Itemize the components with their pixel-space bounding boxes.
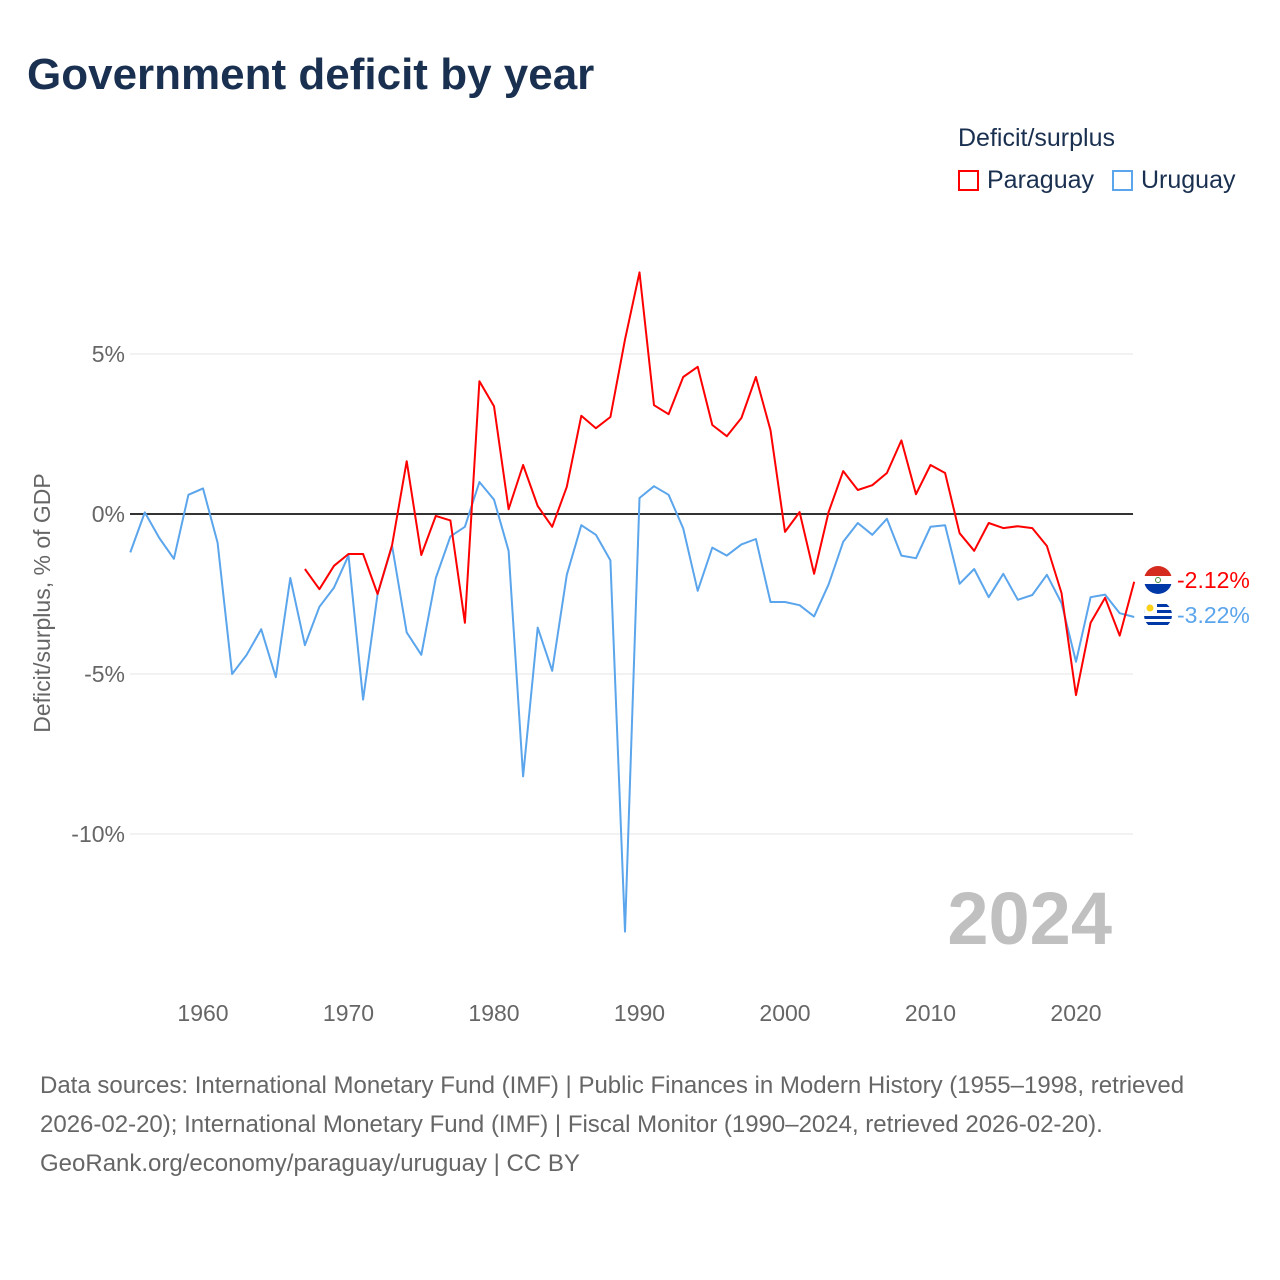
x-tick-label: 2000 bbox=[759, 1000, 810, 1026]
uruguay-end-label: -3.22% bbox=[1177, 602, 1250, 628]
x-tick-label: 1990 bbox=[614, 1000, 665, 1026]
uruguay-flag-icon bbox=[1144, 601, 1172, 629]
x-tick-label: 1980 bbox=[468, 1000, 519, 1026]
paraguay-line bbox=[304, 271, 1136, 697]
x-tick-label: 1960 bbox=[177, 1000, 228, 1026]
y-axis-label: Deficit/surplus, % of GDP bbox=[29, 473, 55, 732]
chart-title: Government deficit by year bbox=[27, 50, 595, 99]
uruguay-line bbox=[129, 481, 1135, 933]
sources-note: Data sources: International Monetary Fun… bbox=[40, 1066, 1240, 1183]
legend-title: Deficit/surplus bbox=[958, 124, 1115, 152]
data-sources: Data sources: International Monetary Fun… bbox=[40, 1072, 1185, 1138]
y-tick-label: 5% bbox=[92, 341, 125, 367]
legend-item-paraguay[interactable]: Paraguay bbox=[958, 166, 1094, 195]
paraguay-flag-icon bbox=[1144, 566, 1172, 594]
attribution-link[interactable]: GeoRank.org/economy/paraguay/uruguay | C… bbox=[40, 1150, 580, 1177]
x-tick-label: 2020 bbox=[1050, 1000, 1101, 1026]
y-tick-label: 0% bbox=[92, 501, 125, 527]
paraguay-end-label: -2.12% bbox=[1177, 567, 1250, 593]
legend-label: Paraguay bbox=[987, 166, 1095, 194]
legend-swatch bbox=[1112, 170, 1133, 191]
chart-area: 5%0%-5%-10%1960 1970 1980 1990 2000 2010 2020 … bbox=[29, 271, 1250, 1026]
legend-item-uruguay[interactable]: Uruguay bbox=[1112, 166, 1236, 195]
legend-label: Uruguay bbox=[1141, 166, 1236, 194]
x-tick-label: 2010 bbox=[905, 1000, 956, 1026]
legend-swatch bbox=[958, 170, 979, 191]
x-tick-label: 1970 bbox=[323, 1000, 374, 1026]
y-tick-label: -5% bbox=[84, 661, 125, 687]
y-tick-label: -10% bbox=[71, 821, 125, 847]
year-watermark: 2024 bbox=[947, 877, 1112, 960]
